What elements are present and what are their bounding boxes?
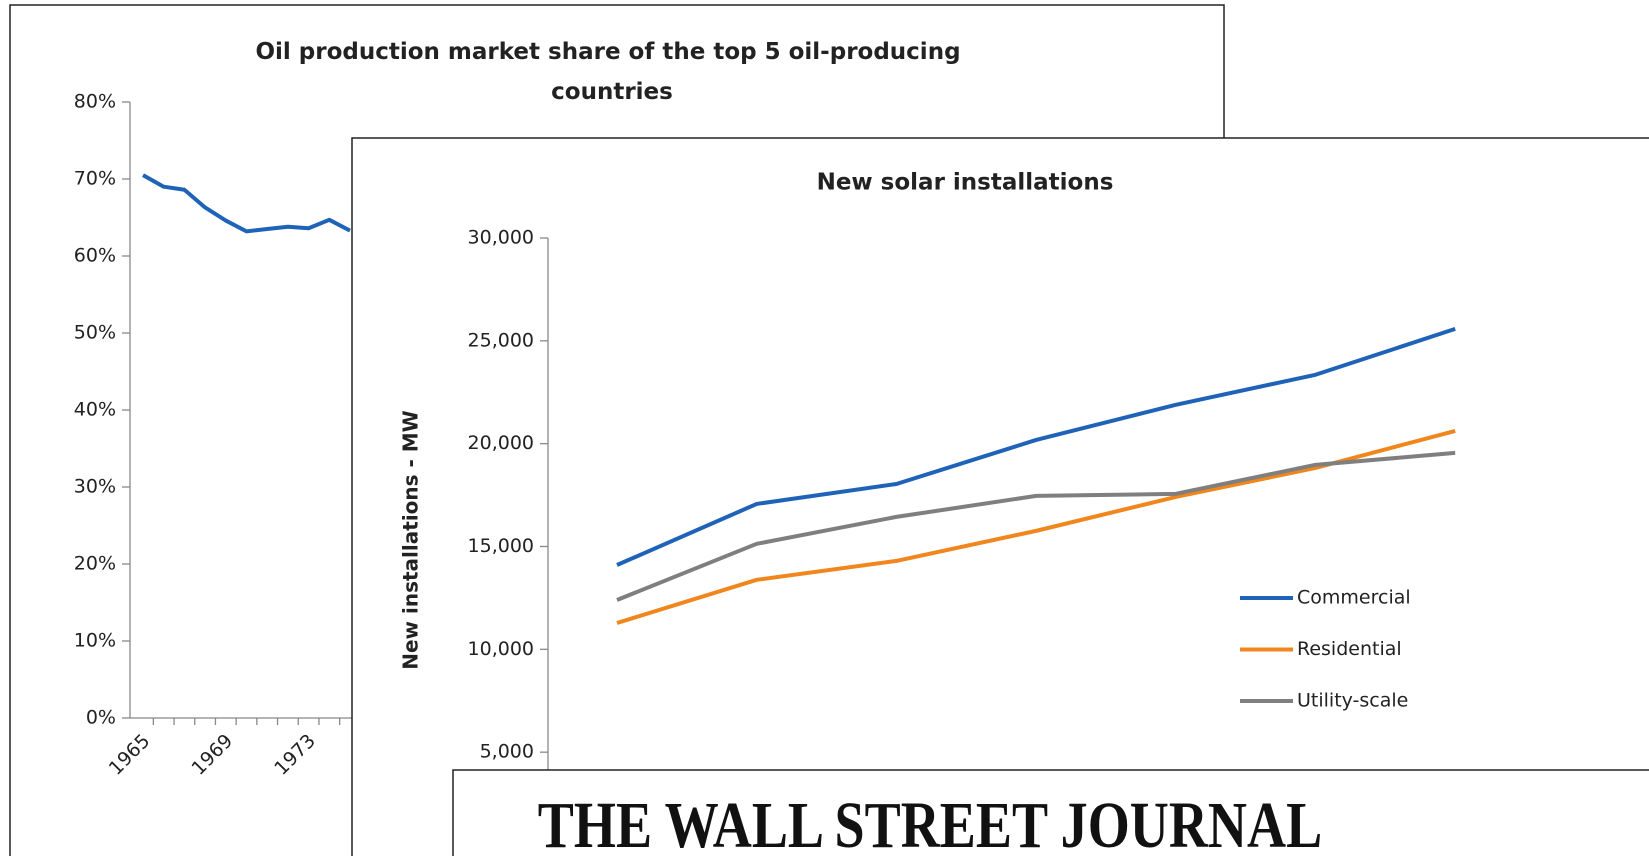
window-wsj: [452, 769, 1649, 856]
chart-title: New solar installations: [817, 170, 1114, 196]
y-tick-label: 50%: [74, 322, 116, 344]
legend-label: Utility-scale: [1297, 690, 1408, 712]
y-tick-label: 5,000: [480, 741, 534, 763]
line-series: [616, 327, 1456, 567]
y-tick-label: 30,000: [468, 227, 534, 249]
y-tick-label: 15,000: [468, 535, 534, 557]
legend-label: Residential: [1297, 638, 1402, 660]
line-series: [142, 173, 351, 234]
window-solar: [351, 137, 1649, 856]
y-tick-label: 20%: [74, 553, 116, 575]
y-tick-label: 25,000: [468, 329, 534, 351]
line-series: [616, 450, 1456, 602]
title-line: countries: [551, 79, 673, 105]
y-tick-label: 30%: [74, 476, 116, 498]
y-axis-label: New installations - MW: [399, 410, 423, 670]
line-series: [616, 428, 1456, 625]
y-tick-label: 60%: [74, 245, 116, 267]
y-tick-label: 10%: [74, 630, 116, 652]
y-tick-label: 20,000: [468, 432, 534, 454]
chart-title: Oil production market share of the top 5…: [255, 39, 968, 105]
y-tick-label: 40%: [74, 399, 116, 421]
legend-label: Commercial: [1297, 587, 1411, 609]
solar-chart: New solar installations New installations…: [399, 170, 1456, 855]
y-tick-label: 80%: [74, 91, 116, 113]
y-tick-label: 10,000: [468, 638, 534, 660]
y-tick-label: 0%: [86, 707, 116, 729]
title-line: Oil production market share of the top 5…: [255, 39, 968, 65]
masthead: THE WALL STREET JOURNAL: [538, 789, 1322, 856]
y-tick-label: 70%: [74, 168, 116, 190]
